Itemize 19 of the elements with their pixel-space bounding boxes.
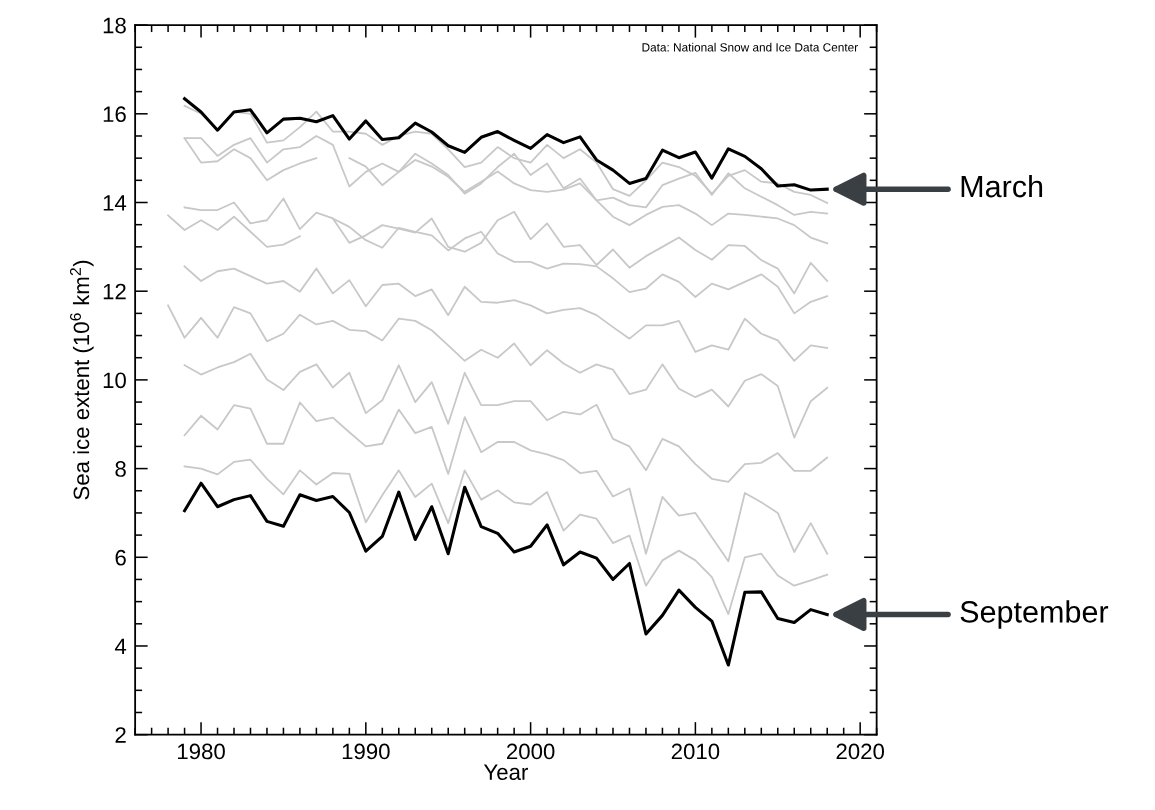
x-tick-label: 2020 xyxy=(836,743,885,760)
y-tick-label: 8 xyxy=(115,461,126,477)
annotation: September xyxy=(960,600,1109,629)
y-tick-label: 12 xyxy=(103,283,126,300)
y-tick-label: 10 xyxy=(103,372,126,389)
x-tick-label: 2010 xyxy=(671,743,720,760)
y-tick-label: 2 xyxy=(115,727,126,743)
y-tick-label: 6 xyxy=(115,549,126,566)
y-tick-label: 16 xyxy=(103,106,126,123)
annotation: Data: National Snow and Ice Data Center xyxy=(642,42,858,52)
y-tick-label: 4 xyxy=(114,638,127,655)
x-tick-label: 2000 xyxy=(507,743,555,760)
y-axis-title: Sea ice extent (10$^{6}$ km$^{2}$) xyxy=(69,260,94,500)
x-tick-label: 1990 xyxy=(342,743,390,760)
x-axis-title: Year xyxy=(483,764,528,781)
x-tick-label: 1980 xyxy=(178,743,225,760)
y-tick-label: 14 xyxy=(103,195,127,211)
y-tick-label: 18 xyxy=(103,17,126,34)
annotation: March xyxy=(961,174,1043,198)
